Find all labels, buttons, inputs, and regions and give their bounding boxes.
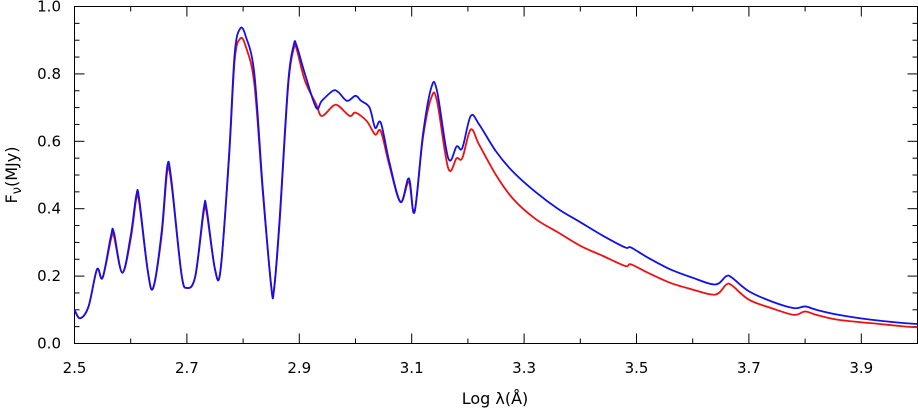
y-tick-label: 0.6 xyxy=(37,132,61,150)
x-tick-label: 3.7 xyxy=(737,359,761,377)
x-axis-label: Log λ(Å) xyxy=(462,389,529,408)
x-tick-label: 3.3 xyxy=(512,359,536,377)
y-tick-label: 0.0 xyxy=(37,335,61,353)
x-tick-label: 2.9 xyxy=(287,359,311,377)
series-line-2 xyxy=(73,26,918,325)
y-axis-label-unit: (MJy) xyxy=(2,147,21,187)
x-tick-label: 3.5 xyxy=(625,359,649,377)
x-tick-label: 3.9 xyxy=(849,359,873,377)
series-line-1 xyxy=(73,36,918,329)
series-group xyxy=(73,26,918,329)
y-tick-label: 1.0 xyxy=(37,0,61,16)
y-axis-label-subscript: ν xyxy=(10,187,25,194)
y-axis-label-main: F xyxy=(2,194,21,203)
y-tick-label: 0.8 xyxy=(37,65,61,83)
y-tick-label: 0.4 xyxy=(37,200,61,218)
y-tick-labels: 0.0 0.2 0.4 0.6 0.8 1.0 xyxy=(37,0,61,353)
axis-ticks xyxy=(74,6,918,344)
x-tick-labels: 2.5 2.7 2.9 3.1 3.3 3.5 3.7 3.9 xyxy=(63,359,874,377)
x-tick-label: 2.7 xyxy=(175,359,199,377)
x-tick-label: 2.5 xyxy=(63,359,87,377)
y-tick-label: 0.2 xyxy=(37,267,61,285)
x-tick-label: 3.1 xyxy=(400,359,424,377)
y-axis-label: Fν(MJy) xyxy=(2,147,25,204)
